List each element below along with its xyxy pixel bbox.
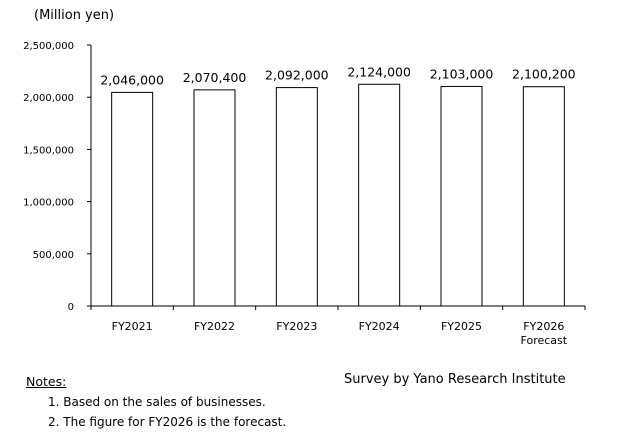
bar (111, 91, 154, 307)
x-tick-label: FY2022 (194, 320, 235, 333)
x-tick-label: FY2023 (276, 320, 317, 333)
data-label: 2,092,000 (265, 68, 329, 83)
unit-label: (Million yen) (34, 8, 115, 23)
y-tick-label: 0 (68, 302, 74, 313)
data-label: 2,103,000 (430, 66, 494, 81)
note-item-1: 1. Based on the sales of businesses. (48, 395, 266, 409)
y-tick-label: 2,000,000 (23, 93, 74, 104)
data-label: 2,046,000 (100, 72, 164, 87)
x-tick-label: FY2026 (523, 320, 564, 333)
chart: (Million yen) 0 500,000 1,000,000 1,500,000… (23, 8, 586, 347)
source-credit: Survey by Yano Research Institute (344, 372, 566, 387)
y-tick-label: 1,000,000 (23, 198, 74, 209)
x-tick-label: FY2024 (359, 320, 400, 333)
note-item-2: 2. The figure for FY2026 is the forecast… (48, 415, 287, 429)
notes-title: Notes: (26, 374, 67, 389)
x-tick-label: FY2021 (112, 320, 153, 333)
bar (275, 87, 318, 307)
bar (358, 83, 401, 307)
data-label: 2,100,200 (512, 67, 576, 82)
y-tick-label: 1,500,000 (23, 145, 74, 156)
x-tick-label: FY2025 (441, 320, 482, 333)
notes: Notes: 1. Based on the sales of business… (26, 372, 286, 432)
bar-chart-svg: 0 500,000 1,000,000 1,500,000 2,000,000 2,500… (23, 41, 586, 347)
data-label: 2,070,400 (183, 70, 247, 85)
x-tick-label: Forecast (521, 334, 568, 347)
y-tick-label: 500,000 (33, 250, 74, 261)
y-tick-label: 2,500,000 (23, 41, 74, 52)
bar (193, 89, 236, 307)
data-label: 2,124,000 (347, 64, 411, 79)
bar (522, 86, 565, 307)
bar (440, 85, 483, 307)
